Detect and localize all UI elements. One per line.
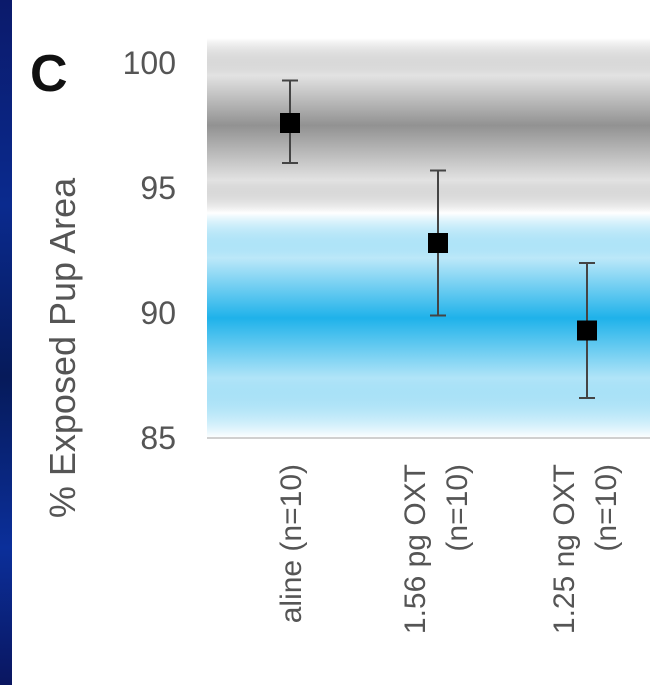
panel-label: C: [30, 45, 68, 103]
error-bars: [282, 79, 595, 399]
y-tick-label: 95: [140, 170, 176, 206]
data-point-marker: [280, 113, 300, 133]
y-axis-title: % Exposed Pup Area: [42, 177, 83, 518]
data-point-marker: [577, 320, 597, 341]
category-labels: aline (n=10) 1.56 pg OXT (n=10) 1.25 ng OXT…: [275, 464, 623, 634]
data-points: [280, 113, 597, 341]
category-label: (n=10): [441, 464, 474, 552]
category-label: 1.56 pg OXT: [399, 464, 432, 634]
category-label: aline (n=10): [275, 464, 308, 623]
category-label: (n=10): [590, 464, 623, 552]
y-tick-label: 85: [140, 420, 176, 456]
y-tick-label: 100: [123, 45, 176, 81]
category-label: 1.25 ng OXT: [548, 464, 581, 634]
y-tick-labels: 100 95 90 85: [123, 45, 176, 456]
left-edge-strip: [0, 0, 12, 685]
y-tick-label: 90: [140, 295, 176, 331]
data-point-marker: [428, 233, 448, 253]
